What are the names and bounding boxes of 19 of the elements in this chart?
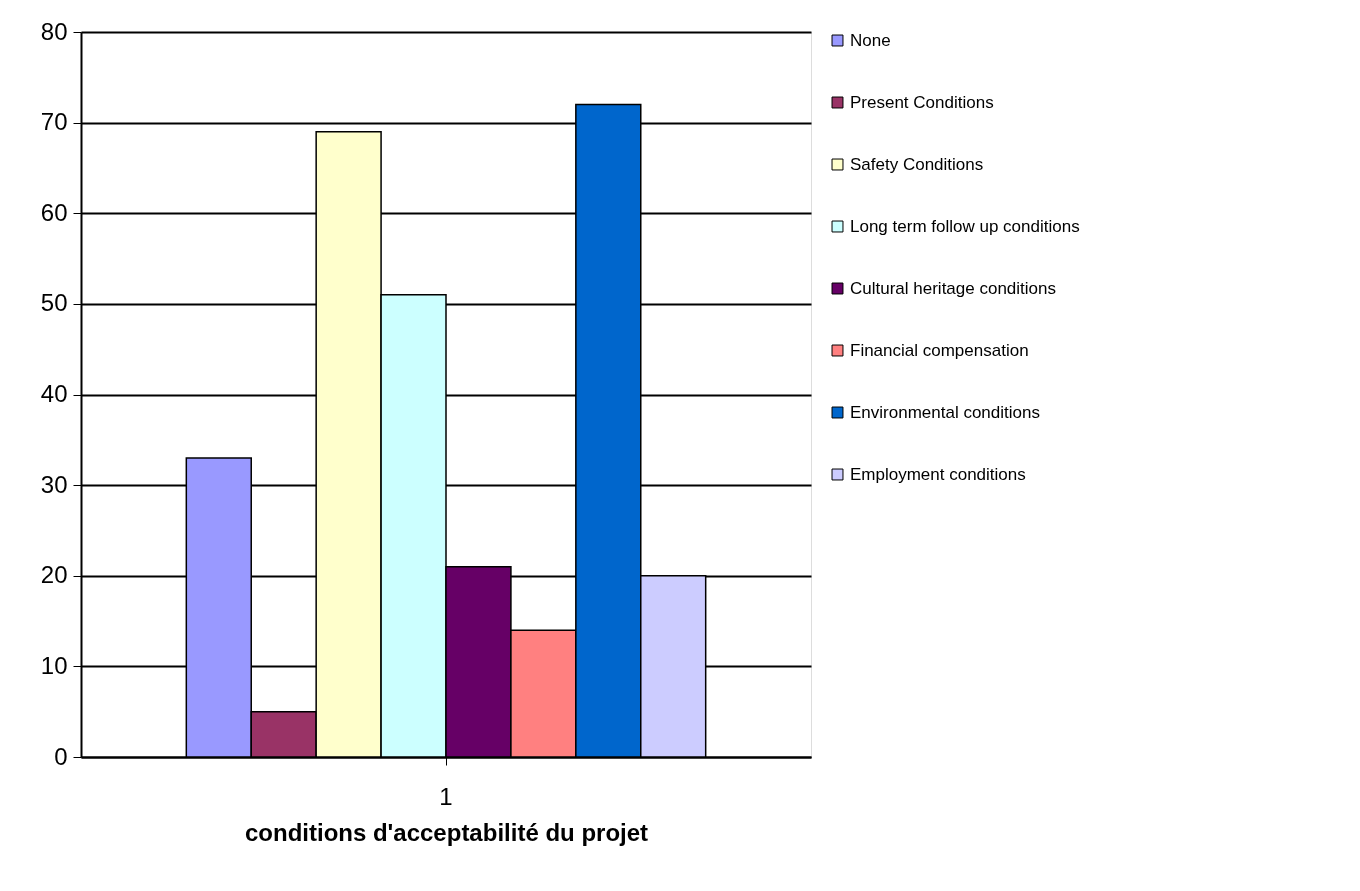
legend-label: Environmental conditions — [850, 402, 1040, 422]
y-tick-label: 80 — [40, 17, 68, 45]
legend-label: Long term follow up conditions — [850, 216, 1080, 236]
y-tick-label: 20 — [40, 561, 68, 589]
y-tick-label: 10 — [40, 651, 68, 679]
legend-label: Employment conditions — [850, 464, 1026, 484]
y-tick-label: 0 — [54, 742, 68, 770]
legend-label: Cultural heritage conditions — [850, 278, 1057, 298]
legend-label: None — [850, 30, 891, 50]
y-tick-label: 60 — [40, 198, 68, 226]
y-tick-label: 50 — [40, 289, 68, 317]
y-tick-label: 40 — [40, 380, 68, 407]
x-tick-label: 1 — [439, 782, 453, 810]
legend-label: Present Conditions — [850, 92, 994, 112]
legend-label: Safety Conditions — [850, 154, 984, 174]
y-tick-label: 30 — [40, 470, 68, 498]
legend-label: Financial compensation — [850, 340, 1029, 360]
y-tick-label: 70 — [40, 108, 68, 136]
x-axis-title: conditions d'acceptabilité du projet — [244, 818, 649, 846]
